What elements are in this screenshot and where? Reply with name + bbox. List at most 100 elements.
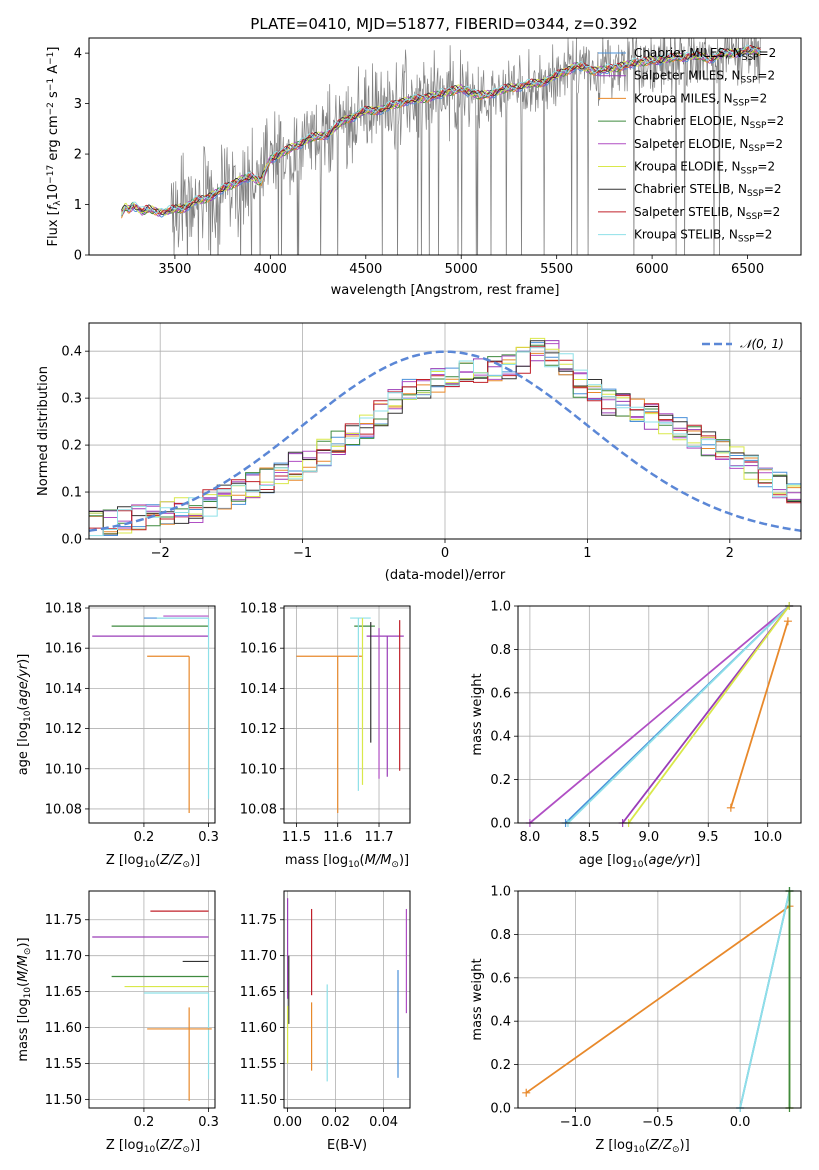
y-tick-label: 10.18	[45, 602, 82, 617]
x-tick-label: 8.0	[520, 830, 541, 845]
legend-label: 𝒩(0, 1)	[740, 337, 784, 351]
x-tick-label: 5500	[540, 262, 573, 277]
y-tick-label: 0.2	[490, 773, 511, 788]
age_vs_mass-axes: 11.5 11.6 11.7 10.08 10.10 10.12 10.14 10.16 10.…	[240, 602, 410, 845]
histogram-salpeter-miles	[89, 340, 801, 529]
y-tick-label: 10.08	[240, 802, 277, 817]
y-tick-label: 0.3	[61, 392, 82, 407]
mass-weight-line	[627, 606, 790, 823]
mw-age-x-axis-label: age [log10(age/yr)]	[579, 853, 701, 870]
mw-z-x-axis-label: Z [log10(Z/Z⊙)]	[595, 1138, 689, 1155]
x-tick-label: 4500	[349, 262, 382, 277]
x-tick-label: 6500	[731, 262, 764, 277]
y-tick-label: 11.55	[45, 1057, 82, 1072]
x-tick-label: 2	[726, 546, 734, 561]
mass-y-axis-label: mass [log10(M/M⊙)]	[16, 937, 33, 1061]
legend-label: Salpeter MILES, NSSP=2	[634, 69, 775, 86]
model-line-kroupa-stelib	[121, 44, 761, 216]
legend-label: Chabrier ELODIE, NSSP=2	[634, 114, 784, 131]
age-vs-z-x-axis-label: Z [log10(Z/Z⊙)]	[106, 853, 200, 870]
x-tick-label: 1	[583, 546, 591, 561]
spectrum-y-axis-label: Flux [fλ10−17 erg cm−2 s−1 A−1]	[46, 47, 63, 247]
x-tick-label: −1.0	[560, 1115, 592, 1130]
ebv-x-axis-label: E(B-V)	[327, 1138, 367, 1153]
y-tick-label: 0.2	[61, 439, 82, 454]
mass_vs_ebv-axes: 0.00 0.02 0.04 11.50 11.55 11.60 11.65 11.70 11.…	[240, 891, 410, 1130]
x-tick-label: 0.2	[134, 1115, 155, 1130]
x-tick-label: 6000	[636, 262, 669, 277]
y-tick-label: 0.4	[490, 730, 511, 745]
y-tick-label: 0.8	[490, 643, 511, 658]
mass_weight_vs_age-frame	[517, 605, 802, 824]
mass-weight-line	[525, 905, 791, 1094]
residuals-y-axis-label: Normed distribution	[36, 366, 51, 496]
y-tick-label: 0	[74, 249, 82, 264]
legend-label: Salpeter STELIB, NSSP=2	[634, 205, 780, 222]
x-tick-label: 0.0	[730, 1115, 751, 1130]
age-vs-mass-x-axis-label: mass [log10(M/M⊙)]	[285, 853, 409, 870]
y-tick-label: 11.60	[45, 1021, 82, 1036]
marker-plus	[726, 803, 735, 812]
y-tick-label: 11.55	[240, 1057, 277, 1072]
residuals-x-axis-label: (data-model)/error	[385, 568, 506, 583]
x-tick-label: 0.02	[321, 1115, 350, 1130]
y-tick-label: 1	[74, 198, 82, 213]
y-tick-label: 0.6	[490, 971, 511, 986]
marker-plus	[783, 617, 792, 626]
mass_weight_vs_Z-frame	[517, 890, 802, 1109]
y-tick-label: 0.0	[490, 817, 511, 832]
y-tick-label: 11.50	[45, 1093, 82, 1108]
residuals-axes: −2 −1 0 1 2 0.0 0.1 0.2 0.3 0.4	[61, 323, 801, 561]
chart-panels: 3500 4000 4500 5000 5500 6000 6500 0 1 2 3 4 Chabrie…	[16, 37, 802, 1155]
y-tick-label: 0.0	[61, 533, 82, 548]
legend-label: Salpeter ELODIE, NSSP=2	[634, 137, 783, 154]
x-tick-label: 11.6	[323, 830, 352, 845]
y-tick-label: 11.75	[45, 913, 82, 928]
y-tick-label: 11.70	[240, 949, 277, 964]
y-tick-label: 10.18	[240, 602, 277, 617]
y-tick-label: 3	[74, 97, 82, 112]
x-tick-label: 0.3	[198, 1115, 219, 1130]
x-tick-label: 0.2	[134, 830, 155, 845]
y-tick-label: 10.14	[45, 682, 82, 697]
x-tick-label: 0.3	[198, 830, 219, 845]
x-tick-label: 0.04	[369, 1115, 398, 1130]
y-tick-label: 1.0	[490, 885, 511, 900]
y-tick-label: 10.10	[45, 762, 82, 777]
mass-weight-line	[729, 620, 789, 809]
spectrum-legend: Chabrier MILES, NSSP=2 Salpeter MILES, NS…	[598, 46, 784, 245]
y-tick-label: 11.65	[240, 985, 277, 1000]
y-tick-label: 4	[74, 47, 82, 62]
y-tick-label: 0.8	[490, 928, 511, 943]
model-line-salpeter-stelib	[121, 45, 761, 215]
mass-weight-line	[529, 606, 790, 823]
x-tick-label: 5000	[445, 262, 478, 277]
y-tick-label: 11.60	[240, 1021, 277, 1036]
x-tick-label: 4000	[254, 262, 287, 277]
normal-curve	[89, 350, 801, 533]
legend-label: Kroupa ELODIE, NSSP=2	[634, 160, 775, 177]
x-tick-label: −2	[151, 546, 170, 561]
mass_weight_vs_age-y-axis-label: mass weight	[470, 673, 485, 755]
x-tick-label: 11.7	[365, 830, 394, 845]
y-tick-label: 1.0	[490, 600, 511, 615]
y-tick-label: 11.75	[240, 913, 277, 928]
mass_weight_vs_age-axes: 8.0 8.5 9.0 9.5 10.0 0.0 0.2 0.4 0.6 0.8 1.0	[490, 600, 801, 845]
age_vs_Z-axes: 0.2 0.3 10.08 10.10 10.12 10.14 10.16 10.18	[45, 602, 219, 845]
legend-label: Kroupa MILES, NSSP=2	[634, 91, 767, 108]
x-tick-label: 0	[441, 546, 449, 561]
x-tick-label: 9.5	[698, 830, 719, 845]
y-tick-label: 11.50	[240, 1093, 277, 1108]
age_vs_mass-frame	[283, 605, 411, 824]
y-tick-label: 10.16	[240, 642, 277, 657]
mass_vs_ebv-frame	[283, 890, 411, 1109]
y-tick-label: 10.16	[45, 642, 82, 657]
mass-weight-line	[739, 891, 791, 1108]
x-tick-label: 0.00	[273, 1115, 302, 1130]
y-tick-label: 10.12	[45, 722, 82, 737]
legend-label: Chabrier STELIB, NSSP=2	[634, 182, 782, 199]
legend-label: Chabrier MILES, NSSP=2	[634, 46, 776, 63]
y-tick-label: 0.1	[61, 486, 82, 501]
y-tick-label: 0.0	[490, 1102, 511, 1117]
mass_vs_Z-axes: 0.2 0.3 11.50 11.55 11.60 11.65 11.70 11.75	[45, 891, 219, 1130]
